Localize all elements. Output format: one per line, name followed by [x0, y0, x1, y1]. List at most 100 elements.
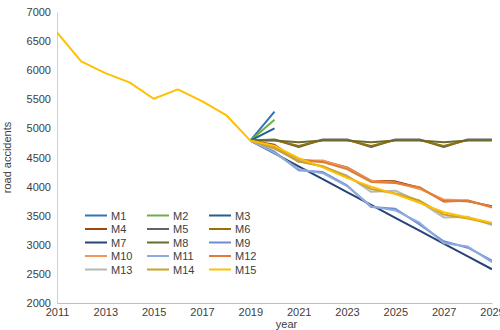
- y-tick: 5000: [27, 122, 57, 134]
- x-tick: 2027: [432, 303, 456, 318]
- x-tick-label: 2027: [432, 306, 456, 318]
- y-tick: 3500: [27, 210, 57, 222]
- x-tick: 2011: [46, 303, 70, 318]
- legend-swatch: [209, 215, 231, 217]
- y-axis: 2000250030003500400045005000550060006500…: [27, 6, 58, 309]
- y-tick: 5500: [27, 93, 57, 105]
- legend-swatch: [147, 228, 169, 230]
- y-tick-label: 6500: [27, 35, 51, 47]
- legend-label: M5: [173, 223, 188, 235]
- legend-label: M3: [235, 210, 250, 222]
- x-tick-label: 2013: [94, 306, 118, 318]
- legend-label: M1: [111, 210, 126, 222]
- chart: 2000250030003500400045005000550060006500…: [0, 0, 500, 330]
- y-tick-label: 4000: [27, 181, 51, 193]
- series-line: [250, 141, 492, 143]
- y-tick-label: 5500: [27, 93, 51, 105]
- x-tick-label: 2017: [190, 306, 214, 318]
- legend-item: M4: [85, 223, 126, 235]
- legend-swatch: [147, 269, 169, 271]
- legend-swatch: [147, 255, 169, 257]
- legend-label: M11: [173, 250, 194, 262]
- legend-item: M12: [209, 250, 256, 262]
- series-line: [250, 141, 492, 207]
- x-tick-label: 2029: [480, 306, 500, 318]
- legend-label: M6: [235, 223, 250, 235]
- y-tick: 4000: [27, 181, 57, 193]
- x-tick: 2025: [384, 303, 408, 318]
- legend-label: M10: [111, 250, 132, 262]
- legend-swatch: [85, 228, 107, 230]
- legend-item: M2: [147, 210, 188, 222]
- legend-swatch: [85, 255, 107, 257]
- series-line: [250, 141, 492, 207]
- x-axis: 2011 2013 2015 2017 2019 2021 2023 2025 2027 2029: [46, 303, 500, 318]
- series-line: [57, 32, 492, 222]
- x-tick: 2019: [239, 303, 263, 318]
- series-line: [250, 120, 274, 141]
- x-tick: 2013: [94, 303, 118, 318]
- series-line: [250, 141, 492, 224]
- y-tick: 3000: [27, 239, 57, 251]
- legend-swatch: [209, 242, 231, 244]
- legend-swatch: [209, 228, 231, 230]
- legend-item: M5: [147, 223, 188, 235]
- y-tick-label: 3500: [27, 210, 51, 222]
- x-tick-label: 2019: [239, 306, 263, 318]
- x-axis-line: [58, 303, 493, 304]
- legend-label: M13: [111, 264, 132, 276]
- x-tick: 2023: [335, 303, 359, 318]
- legend-swatch: [147, 242, 169, 244]
- series-line: [250, 141, 492, 225]
- x-tick: 2029: [480, 303, 500, 318]
- plot-area: [57, 32, 492, 269]
- legend-item: M11: [147, 250, 194, 262]
- y-tick-label: 2500: [27, 268, 51, 280]
- x-tick-label: 2021: [287, 306, 311, 318]
- x-tick: 2017: [190, 303, 214, 318]
- legend-item: M14: [147, 264, 194, 276]
- legend-item: M8: [147, 237, 188, 249]
- legend-label: M14: [173, 264, 194, 276]
- x-tick: 2015: [142, 303, 166, 318]
- legend-label: M9: [235, 237, 250, 249]
- y-tick-label: 7000: [27, 6, 51, 18]
- legend-item: M1: [85, 210, 126, 222]
- series-line: [250, 141, 492, 270]
- y-tick: 6500: [27, 35, 57, 47]
- y-tick-label: 3000: [27, 239, 51, 251]
- x-tick: 2021: [287, 303, 311, 318]
- legend-item: M15: [209, 264, 256, 276]
- y-tick-label: 5000: [27, 122, 51, 134]
- y-tick: 4500: [27, 152, 57, 164]
- legend-item: M13: [85, 264, 132, 276]
- legend-label: M4: [111, 223, 126, 235]
- legend-label: M8: [173, 237, 188, 249]
- legend-swatch: [85, 269, 107, 271]
- legend-item: M9: [209, 237, 250, 249]
- x-tick-label: 2023: [335, 306, 359, 318]
- series-line: [250, 112, 274, 141]
- y-tick-label: 4500: [27, 152, 51, 164]
- legend-item: M3: [209, 210, 250, 222]
- legend-label: M7: [111, 237, 126, 249]
- legend-item: M6: [209, 223, 250, 235]
- y-tick: 7000: [27, 6, 57, 18]
- x-tick-label: 2025: [384, 306, 408, 318]
- legend-swatch: [209, 255, 231, 257]
- legend-label: M12: [235, 250, 256, 262]
- legend-swatch: [209, 269, 231, 271]
- series-line: [250, 141, 492, 263]
- series-line: [250, 141, 492, 261]
- x-tick-label: 2011: [46, 306, 70, 318]
- y-tick: 6000: [27, 64, 57, 76]
- legend-swatch: [85, 215, 107, 217]
- legend-label: M2: [173, 210, 188, 222]
- y-tick: 2500: [27, 268, 57, 280]
- legend: M1 M2 M3 M4 M5 M6 M7 M8 M9 M10 M11 M12 M13 M14 M15: [85, 210, 256, 276]
- legend-item: M10: [85, 250, 132, 262]
- y-axis-line: [57, 13, 58, 304]
- legend-swatch: [85, 242, 107, 244]
- series-line: [250, 139, 492, 147]
- y-axis-title: road accidents: [1, 121, 13, 193]
